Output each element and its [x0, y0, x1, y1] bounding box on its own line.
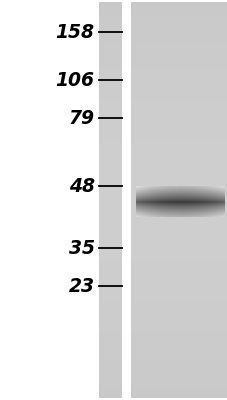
Text: 106: 106	[55, 70, 94, 90]
Text: 23: 23	[68, 276, 94, 296]
Text: 35: 35	[68, 238, 94, 258]
Bar	[121, 2, 131, 398]
Text: 48: 48	[68, 176, 94, 196]
Text: 158: 158	[55, 22, 94, 42]
Text: 79: 79	[68, 108, 94, 128]
